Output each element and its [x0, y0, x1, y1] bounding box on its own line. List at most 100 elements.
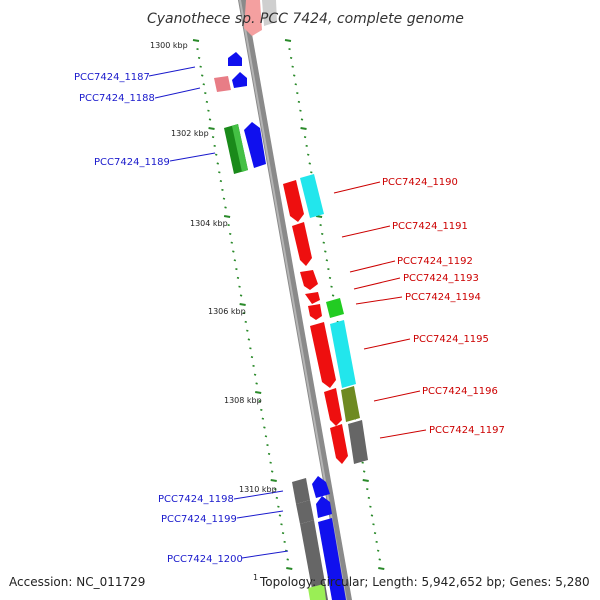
scale-minor-tick	[242, 312, 246, 315]
gene-feature-1188-blue[interactable]	[232, 72, 247, 88]
scale-minor-tick	[207, 109, 210, 112]
scale-minor-tick	[224, 206, 227, 209]
scale-minor-tick	[221, 188, 224, 191]
scale-minor-tick	[297, 100, 301, 103]
scale-minor-tick	[252, 364, 255, 367]
scale-major-tick	[300, 127, 307, 130]
gene-feature-1195-cyan[interactable]	[330, 320, 356, 388]
scale-minor-tick	[375, 540, 378, 543]
gene-feature-1189-blue[interactable]	[244, 122, 266, 168]
gene-feature-1195-red[interactable]	[310, 322, 336, 388]
scale-minor-tick	[306, 153, 310, 156]
scale-minor-tick	[236, 276, 240, 279]
gene-label-1188[interactable]: PCC7424_1188	[79, 93, 155, 104]
scale-minor-tick	[310, 171, 313, 174]
genome-summary: Topology: circular; Length: 5,942,652 bp…	[259, 575, 590, 589]
scale-minor-tick	[205, 100, 209, 103]
scale-minor-tick	[376, 549, 380, 552]
scale-minor-tick	[249, 347, 252, 350]
scale-minor-tick	[378, 558, 381, 561]
gene-feature-1197-grey[interactable]	[348, 420, 368, 464]
gene-label-1198[interactable]: PCC7424_1198	[158, 494, 234, 505]
scale-minor-tick	[286, 558, 289, 561]
scale-minor-tick	[222, 197, 226, 200]
scale-minor-tick	[199, 65, 202, 68]
gene-feature-1188-pink[interactable]	[214, 76, 231, 92]
gene-feature-bottom-green[interactable]	[308, 584, 326, 600]
scale-minor-tick	[197, 56, 201, 59]
gene-feature-1196-red[interactable]	[324, 388, 342, 426]
scale-minor-tick	[208, 118, 212, 121]
scale-minor-tick	[277, 505, 280, 508]
scale-minor-tick	[320, 232, 324, 235]
scale-major-tick	[378, 567, 385, 570]
scale-minor-tick	[372, 523, 375, 526]
gene-label-1190[interactable]: PCC7424_1190	[382, 177, 458, 188]
gene-label-1196[interactable]: PCC7424_1196	[422, 386, 498, 397]
scale-minor-tick	[327, 268, 330, 271]
scale-major-tick	[239, 303, 246, 306]
gene-feature-1189-green-light[interactable]	[232, 124, 248, 172]
scale-minor-tick	[266, 444, 269, 447]
gene-label-1195[interactable]: PCC7424_1195	[413, 334, 489, 345]
gene-feature-1187[interactable]	[228, 52, 242, 66]
gene-feature-1194[interactable]	[326, 298, 344, 318]
scale-minor-tick	[328, 276, 332, 279]
gene-feature-top-grey[interactable]	[262, 0, 277, 26]
accession-text: Accession: NC_011729	[9, 575, 145, 589]
gene-feature-1197-red[interactable]	[330, 424, 348, 464]
gene-label-1194[interactable]: PCC7424_1194	[405, 292, 481, 303]
scale-minor-tick	[211, 136, 215, 139]
gene-feature-1198-grey[interactable]	[292, 478, 310, 504]
gene-feature-1192[interactable]	[300, 270, 318, 290]
scale-minor-tick	[214, 153, 218, 156]
scale-minor-tick	[288, 48, 291, 51]
gene-label-1191[interactable]: PCC7424_1191	[392, 221, 468, 232]
gene-feature-1199-blue[interactable]	[316, 496, 332, 518]
scale-major-tick	[284, 39, 292, 42]
scale-minor-tick	[281, 532, 285, 535]
scale-minor-tick	[303, 136, 307, 139]
scale-minor-tick	[260, 408, 263, 411]
gene-feature-1200-grey[interactable]	[300, 520, 328, 600]
gene-feature-1193[interactable]	[305, 292, 320, 304]
topology-marker: 1	[253, 573, 258, 582]
map-title: Cyanothece sp. PCC 7424, complete genome	[147, 11, 464, 27]
gene-label-1200[interactable]: PCC7424_1200	[167, 554, 243, 565]
scale-minor-tick	[367, 496, 371, 499]
scale-ticks	[192, 39, 385, 570]
scale-major-tick	[270, 479, 277, 482]
gene-label-1197[interactable]: PCC7424_1197	[429, 425, 505, 436]
scale-minor-tick	[296, 92, 299, 95]
gene-feature-1196-olive[interactable]	[341, 386, 360, 422]
scale-minor-tick	[278, 514, 282, 517]
scale-label-1304: 1304 kbp	[190, 219, 228, 228]
gene-label-1193[interactable]: PCC7424_1193	[403, 273, 479, 284]
gene-label-1187[interactable]: PCC7424_1187	[74, 72, 150, 83]
scale-minor-tick	[238, 285, 241, 288]
gene-feature-1190-red[interactable]	[283, 180, 304, 222]
scale-minor-tick	[235, 268, 238, 271]
gene-feature-1200-blue[interactable]	[318, 518, 346, 600]
scale-minor-tick	[325, 259, 329, 262]
scale-minor-tick	[227, 224, 230, 227]
gene-labels-right: PCC7424_1190 PCC7424_1191 PCC7424_1192 P…	[382, 177, 505, 436]
scale-label-1300: 1300 kbp	[150, 41, 188, 50]
scale-minor-tick	[373, 532, 377, 535]
gene-feature-1199-grey[interactable]	[296, 500, 314, 524]
scale-major-tick	[223, 215, 231, 218]
gene-label-1192[interactable]: PCC7424_1192	[397, 256, 473, 267]
gene-label-1199[interactable]: PCC7424_1199	[161, 514, 237, 525]
scale-minor-tick	[292, 74, 296, 77]
gene-feature-1193b[interactable]	[308, 304, 322, 320]
scale-minor-tick	[218, 171, 221, 174]
gene-feature-1190-cyan[interactable]	[300, 174, 324, 218]
scale-major-tick	[192, 39, 200, 42]
gene-label-1189[interactable]: PCC7424_1189	[94, 157, 170, 168]
gene-feature-top-red[interactable]	[244, 0, 262, 36]
scale-minor-tick	[366, 488, 369, 491]
gene-feature-1198-blue[interactable]	[312, 476, 330, 498]
scale-label-1308: 1308 kbp	[224, 396, 262, 405]
gene-feature-1191[interactable]	[292, 222, 312, 266]
scale-minor-tick	[233, 259, 237, 262]
